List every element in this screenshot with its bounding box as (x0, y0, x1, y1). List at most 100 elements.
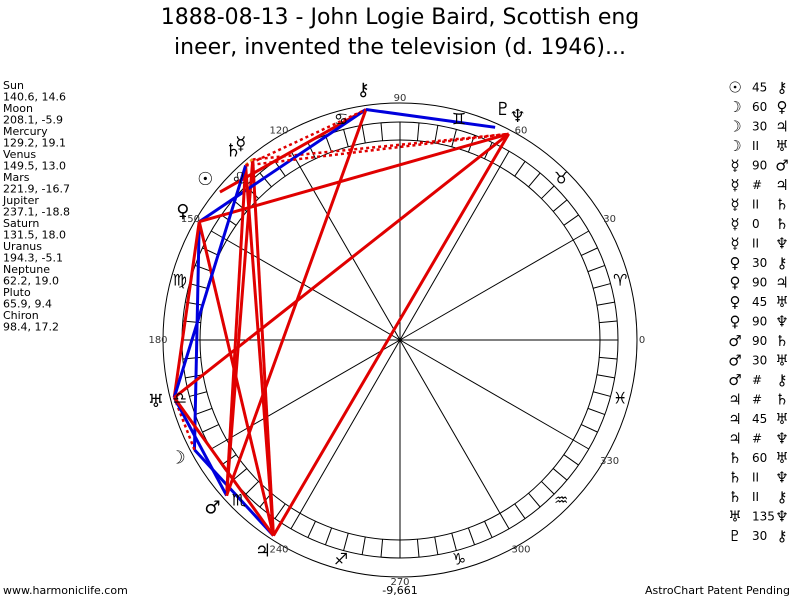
aspect-to: ♆ (775, 508, 788, 526)
planet-coords: 65.9, 9.4 (3, 298, 52, 311)
planet-name: Uranus (3, 240, 42, 253)
aspect-lines (172, 108, 510, 537)
band-tick (572, 230, 590, 241)
band-tick (232, 468, 248, 481)
aspect-label: 30 (752, 354, 767, 368)
band-tick (596, 374, 615, 379)
aspect-from: ♇ (728, 527, 741, 545)
aspect-label: II (752, 237, 759, 251)
band-tick (194, 407, 213, 416)
planet-glyph: ♅ (148, 391, 164, 412)
planet-name: Chiron (3, 309, 39, 322)
aspect-label: 0 (752, 217, 760, 231)
aspect-label: # (752, 373, 762, 387)
aspect-from: ☉ (728, 79, 741, 97)
degree-label: 330 (600, 456, 619, 467)
aspect-from: ☿ (730, 215, 739, 233)
outer-circle (162, 102, 638, 578)
aspect-to: ♅ (775, 449, 788, 467)
planet-name: Venus (3, 148, 36, 161)
band-tick (343, 129, 349, 147)
aspect-label: 90 (752, 334, 767, 348)
band-tick (324, 527, 333, 546)
planet-coords: 237.1, -18.8 (3, 206, 70, 219)
planet-coords: 98.4, 17.2 (3, 321, 59, 334)
planet-glyph: ☉ (197, 169, 213, 190)
aspect-label: II (752, 490, 759, 504)
aspect-line (198, 108, 367, 223)
aspect-to: ♅ (775, 293, 788, 311)
zodiac-glyph: ♒ (554, 491, 568, 510)
band-tick (514, 161, 526, 177)
planet-glyph: ♆ (509, 106, 525, 127)
planet-name: Jupiter (2, 194, 39, 207)
planet-coords: 129.2, 19.1 (3, 137, 66, 150)
aspect-from: ☽ (728, 137, 741, 155)
zodiac-glyph: ♐ (334, 550, 348, 569)
aspect-line (244, 165, 275, 536)
aspect-from: ♀ (730, 293, 741, 311)
band-tick (307, 142, 316, 159)
zodiac-glyph: ♑ (452, 550, 466, 569)
planet-name: Moon (3, 102, 33, 115)
aspect-to: ♄ (775, 215, 788, 233)
aspect-label: # (752, 432, 762, 446)
planet-name: Sun (3, 79, 24, 92)
aspect-label: II (752, 198, 759, 212)
band-tick (593, 283, 611, 289)
band-tick (189, 391, 207, 397)
band-tick (210, 439, 228, 450)
aspect-line (225, 165, 248, 496)
bottom-value: -9,661 (382, 584, 417, 597)
aspect-label: 90 (752, 159, 767, 173)
footer-right: AstroChart Patent Pending (645, 584, 790, 597)
footer-left: www.harmoniclife.com (3, 584, 128, 597)
aspect-to: ♆ (775, 313, 788, 331)
planet-glyph: ☽ (170, 448, 186, 469)
aspect-to: ♅ (775, 410, 788, 428)
aspect-to: ♂ (775, 157, 788, 175)
degree-label: 90 (394, 93, 407, 104)
aspect-to: ♅ (775, 137, 788, 155)
zodiac-glyph: ♋ (334, 109, 348, 128)
spoke (299, 166, 401, 341)
aspect-to: ♀ (777, 98, 788, 116)
band-tick (599, 356, 618, 360)
band-tick (484, 521, 493, 538)
band-tick (324, 134, 333, 153)
planet-name: Neptune (3, 263, 50, 276)
degree-label: 300 (511, 545, 530, 556)
band-tick (467, 527, 476, 546)
aspect-to: ♄ (775, 332, 788, 350)
aspect-line (173, 132, 510, 399)
aspect-to: ♄ (775, 196, 788, 214)
band-tick (290, 512, 301, 530)
title-line: 1888-08-13 - John Logie Baird, Scottish … (161, 5, 640, 30)
aspect-line (198, 132, 510, 224)
aspect-line (172, 396, 228, 497)
aspect-from: ♅ (728, 508, 741, 526)
aspect-to: ⚷ (777, 254, 788, 272)
spoke (399, 166, 501, 341)
aspect-label: II (752, 471, 759, 485)
degree-label: 120 (269, 125, 288, 136)
planet-name: Mars (3, 171, 30, 184)
spoke (399, 339, 574, 441)
band-tick (245, 481, 259, 495)
band-tick (528, 492, 541, 508)
band-tick (274, 503, 286, 519)
band-tick (416, 122, 420, 141)
aspect-from: ♂ (728, 352, 741, 370)
aspect-to: ⚷ (777, 79, 788, 97)
planet-glyph: ☿ (235, 134, 246, 155)
aspect-label: 45 (752, 412, 767, 426)
aspect-to: ♆ (775, 469, 788, 487)
aspect-to: ⚷ (777, 527, 788, 545)
aspect-to: ♆ (775, 235, 788, 253)
band-tick (514, 503, 526, 519)
band-tick (552, 468, 568, 481)
band-tick (380, 122, 384, 141)
aspect-to: ♃ (775, 176, 788, 194)
degree-label: 180 (148, 335, 167, 346)
